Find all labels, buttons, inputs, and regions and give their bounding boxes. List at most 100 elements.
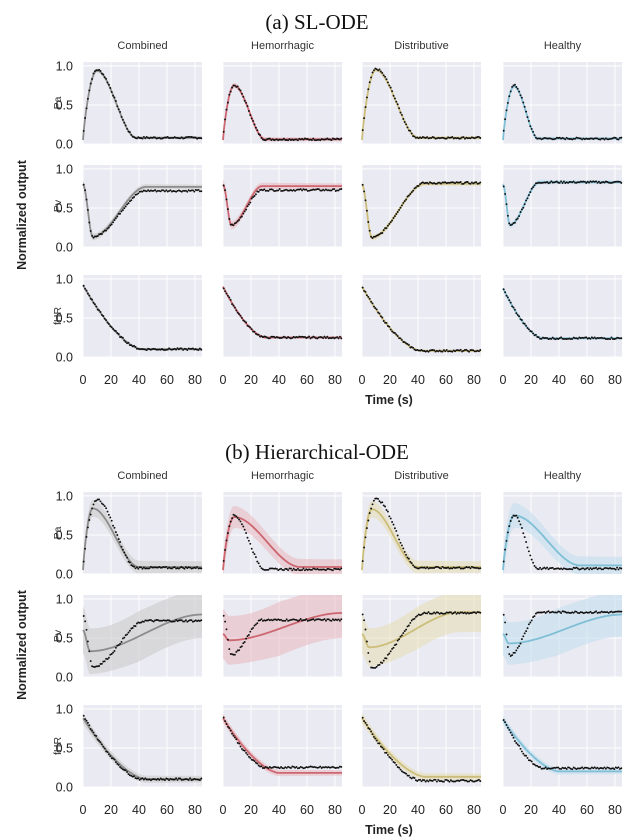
observed-point (385, 657, 388, 660)
observed-point (250, 547, 253, 550)
observed-point (175, 619, 178, 621)
column-title: Hemorrhagic (251, 40, 314, 52)
observed-point (468, 780, 471, 783)
observed-point (232, 653, 235, 656)
observed-point (121, 209, 124, 212)
x-tick-label: 80 (188, 373, 202, 387)
observed-point (197, 567, 200, 570)
observed-point (268, 188, 271, 191)
observed-point (233, 736, 236, 739)
observed-point (280, 567, 283, 570)
observed-point (261, 568, 264, 571)
observed-point (242, 95, 245, 98)
observed-point (291, 336, 294, 339)
observed-point (452, 780, 455, 783)
observed-point (281, 138, 284, 141)
panel-title: (a) SL-ODE (265, 10, 368, 34)
subplot (82, 595, 203, 678)
observed-point (315, 618, 318, 621)
observed-point (445, 137, 448, 140)
observed-point (553, 766, 556, 769)
observed-point (613, 180, 616, 183)
observed-point (371, 71, 374, 74)
observed-point (294, 138, 297, 141)
observed-point (410, 132, 413, 135)
observed-point (537, 181, 540, 184)
observed-point (454, 182, 457, 185)
observed-point (166, 348, 169, 351)
observed-point (190, 189, 193, 192)
observed-point (523, 105, 526, 108)
observed-point (179, 619, 182, 622)
observed-point (370, 235, 373, 238)
observed-points (361, 716, 482, 783)
observed-point (603, 138, 606, 141)
observed-point (268, 567, 271, 570)
observed-point (228, 648, 231, 651)
observed-point (413, 187, 416, 190)
observed-point (607, 611, 610, 614)
observed-point (127, 341, 130, 344)
observed-point (407, 194, 410, 197)
subplot (361, 705, 482, 788)
x-axis-label: Time (s) (365, 823, 413, 837)
observed-point (406, 343, 409, 345)
observed-point (119, 642, 122, 645)
observed-point (424, 137, 427, 139)
observed-point (147, 189, 150, 192)
observed-point (330, 139, 333, 142)
observed-point (364, 536, 367, 539)
observed-point (301, 137, 304, 140)
observed-point (597, 138, 600, 141)
observed-point (470, 181, 473, 184)
observed-point (364, 290, 367, 293)
observed-point (509, 520, 512, 522)
observed-point (134, 625, 137, 628)
observed-point (114, 330, 117, 333)
observed-point (388, 652, 391, 655)
observed-point (469, 137, 472, 140)
observed-point (451, 567, 454, 570)
observed-point (585, 336, 588, 339)
observed-point (189, 135, 192, 138)
observed-point (522, 752, 525, 755)
observed-point (98, 233, 101, 236)
observed-point (271, 335, 274, 338)
observed-point (529, 621, 532, 624)
observed-point (176, 778, 179, 781)
observed-point (271, 188, 274, 191)
observed-point (285, 568, 288, 570)
x-tick-label: 20 (524, 373, 538, 387)
observed-point (260, 137, 263, 139)
observed-point (106, 227, 109, 230)
observed-point (543, 136, 546, 139)
observed-point (110, 757, 113, 760)
observed-point (426, 136, 429, 139)
observed-point (581, 138, 584, 141)
observed-point (261, 189, 264, 192)
observed-point (260, 765, 263, 768)
observed-point (433, 182, 436, 184)
observed-point (479, 349, 482, 351)
observed-point (186, 620, 189, 623)
observed-point (130, 774, 133, 777)
observed-point (252, 626, 255, 629)
observed-point (159, 348, 162, 351)
observed-points (82, 498, 203, 570)
observed-point (466, 181, 469, 183)
observed-point (361, 716, 364, 719)
observed-point (303, 336, 306, 338)
observed-point (452, 612, 455, 614)
observed-point (523, 632, 526, 635)
observed-point (367, 221, 370, 223)
observed-point (145, 349, 148, 352)
observed-point (194, 567, 197, 570)
observed-point (302, 619, 305, 622)
observed-point (247, 203, 250, 206)
observed-point (437, 181, 440, 184)
observed-point (419, 136, 422, 139)
observed-point (511, 85, 514, 88)
observed-point (469, 612, 472, 615)
observed-point (155, 190, 158, 193)
observed-point (459, 348, 462, 351)
